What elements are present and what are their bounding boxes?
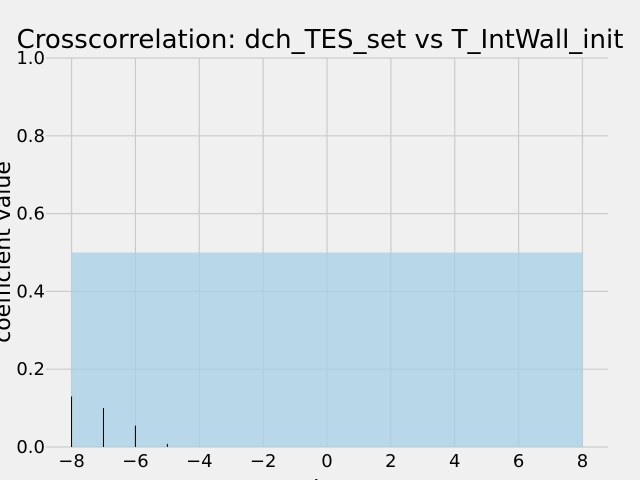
chart-title: Crosscorrelation: dch_TES_set vs T_IntWa… — [17, 25, 624, 55]
x-axis-label: lag — [313, 477, 347, 480]
significance-band-group — [71, 252, 583, 447]
x-tick-label-4: 0 — [321, 451, 332, 472]
x-tick-label-3: −2 — [250, 451, 277, 472]
y-tick-label-5: 1.0 — [16, 48, 45, 69]
x-tick-label-6: 4 — [449, 451, 460, 472]
y-tick-label-3: 0.6 — [16, 204, 45, 225]
x-tick-label-0: −8 — [58, 451, 85, 472]
x-tick-label-2: −4 — [186, 451, 213, 472]
y-tick-label-4: 0.8 — [16, 126, 45, 147]
y-tick-label-0: 0.0 — [16, 437, 45, 458]
x-tick-label-7: 6 — [513, 451, 524, 472]
tick-labels-group: −8 −6 −4 −2 0 2 4 6 8 0.0 0.2 0.4 0.6 0.8 1.0 — [16, 48, 588, 472]
x-tick-label-1: −6 — [122, 451, 149, 472]
bars-group — [71, 396, 168, 447]
y-axis-label: coefficient value — [0, 161, 16, 343]
x-tick-label-5: 2 — [385, 451, 396, 472]
y-tick-label-1: 0.2 — [16, 359, 45, 380]
x-tick-label-8: 8 — [577, 451, 588, 472]
y-tick-label-2: 0.4 — [16, 281, 45, 302]
significance-band — [71, 252, 583, 447]
